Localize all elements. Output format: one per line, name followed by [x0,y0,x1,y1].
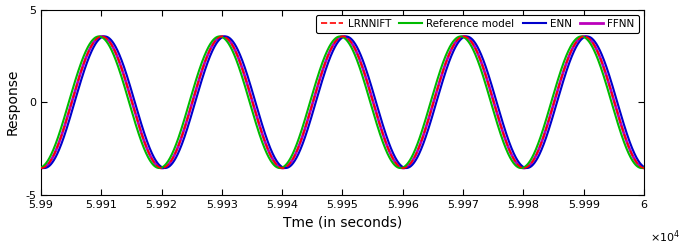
Reference model [295,138,303,141]
Reference model [276,167,284,170]
FFNN [564,58,572,61]
Reference model [268,161,276,164]
Reference model [564,51,572,54]
ENN [37,166,45,169]
Reference model [640,166,648,169]
LRNNIFT [105,40,114,43]
Line: LRNNIFT: LRNNIFT [41,37,644,168]
FFNN [105,40,114,43]
FFNN [37,167,45,170]
LRNNIFT [564,58,572,61]
LRNNIFT [460,35,468,38]
Reference model [105,45,114,48]
Line: FFNN: FFNN [41,37,644,168]
FFNN [628,154,636,157]
FFNN [295,146,303,149]
Reference model [336,35,345,38]
Line: Reference model: Reference model [41,37,644,168]
Line: ENN: ENN [41,37,644,168]
ENN [101,35,109,38]
ENN [142,136,150,139]
LRNNIFT [520,167,528,170]
Text: $\times10^{4}$: $\times10^{4}$ [650,228,680,245]
Legend: LRNNIFT, Reference model, ENN, FFNN: LRNNIFT, Reference model, ENN, FFNN [316,15,639,33]
ENN [564,66,572,69]
Reference model [628,159,636,162]
FFNN [520,167,528,170]
Y-axis label: Response: Response [5,69,20,135]
FFNN [640,167,648,170]
LRNNIFT [295,146,303,149]
ENN [628,148,636,151]
ENN [161,167,169,170]
ENN [269,152,277,155]
LRNNIFT [268,157,276,160]
LRNNIFT [37,167,45,170]
ENN [105,37,114,40]
FFNN [141,143,149,146]
FFNN [268,157,276,160]
X-axis label: Tme (in seconds): Tme (in seconds) [283,215,402,229]
LRNNIFT [141,143,149,146]
ENN [295,152,303,155]
ENN [640,166,648,169]
LRNNIFT [640,167,648,170]
Reference model [141,150,149,153]
Reference model [37,166,45,169]
FFNN [460,35,468,38]
LRNNIFT [628,154,636,157]
